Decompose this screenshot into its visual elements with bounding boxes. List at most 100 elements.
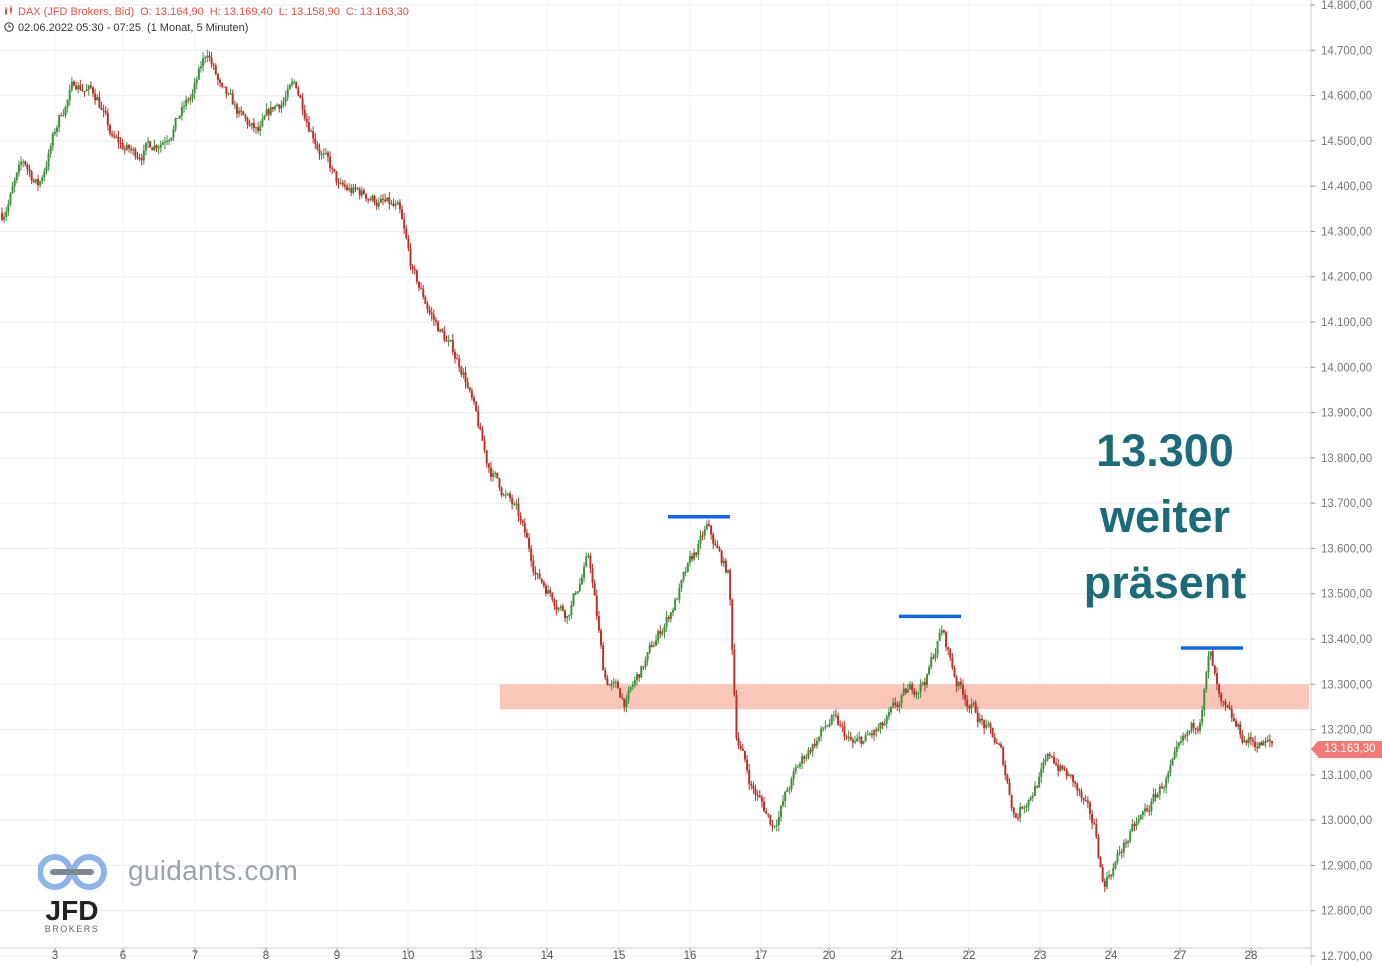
- candle-body: [1000, 744, 1003, 748]
- candle-body: [784, 791, 787, 802]
- candle-body: [682, 572, 685, 580]
- annotation-line-3: präsent: [1083, 557, 1247, 608]
- candle-body: [301, 98, 304, 110]
- candle-body: [1230, 709, 1233, 719]
- candle-body: [1124, 842, 1127, 844]
- candle-body: [940, 630, 943, 633]
- candle-body: [945, 632, 948, 648]
- candle-body: [904, 688, 907, 693]
- candle-body: [432, 314, 435, 320]
- candle-body: [1112, 868, 1115, 876]
- candle-body: [1108, 875, 1111, 878]
- candle-body: [43, 171, 46, 178]
- candle-body: [98, 97, 101, 108]
- candle-body: [1099, 857, 1102, 868]
- candle-body: [650, 644, 653, 647]
- candle-body: [316, 144, 319, 149]
- candle-body: [568, 615, 571, 617]
- candle-body: [475, 401, 478, 412]
- candle-body: [564, 610, 567, 619]
- candle-body: [1095, 824, 1098, 837]
- candle-body: [502, 494, 505, 496]
- candle-body: [468, 387, 471, 391]
- candle-body: [792, 771, 795, 780]
- candle-body: [1241, 734, 1244, 743]
- candle-body: [106, 112, 109, 126]
- candle-body: [743, 750, 746, 760]
- candle-body: [737, 738, 740, 746]
- candle-body: [125, 145, 128, 150]
- candle-body: [202, 58, 205, 67]
- candle-body: [608, 684, 611, 686]
- candle-body: [1171, 758, 1174, 766]
- candle-body: [1266, 739, 1269, 742]
- instrument-label[interactable]: DAX (JFD Brokers, Bid): [18, 6, 135, 18]
- candle-body: [267, 109, 270, 115]
- candle-body: [754, 788, 757, 796]
- candle-body: [693, 552, 696, 560]
- candle-body: [187, 99, 190, 101]
- candle-body: [710, 525, 713, 535]
- candle-body: [739, 745, 742, 749]
- candle-body: [691, 556, 694, 560]
- candle-body: [288, 84, 291, 90]
- candle-body: [686, 562, 689, 572]
- candle-body: [1038, 776, 1041, 788]
- candle-body: [1207, 656, 1210, 673]
- candle-body: [1002, 747, 1005, 765]
- candle-body: [1158, 786, 1161, 795]
- candle-body: [741, 748, 744, 751]
- peak-markers: [668, 514, 1243, 650]
- x-tick-label: 23: [1034, 950, 1047, 962]
- candle-body: [102, 109, 105, 112]
- candle-body: [153, 145, 156, 151]
- candle-body: [885, 716, 888, 724]
- candle-body: [832, 714, 835, 716]
- candle-body: [1097, 836, 1100, 858]
- candle-body: [138, 158, 141, 160]
- y-tick-label: 12.900,00: [1321, 860, 1372, 872]
- candle-body: [868, 733, 871, 735]
- candle-body: [108, 125, 111, 134]
- candle-body: [111, 133, 114, 136]
- candle-body: [953, 668, 956, 677]
- candle-body: [896, 705, 899, 707]
- candle-body: [1165, 778, 1168, 788]
- candle-body: [1133, 824, 1136, 826]
- candle-body: [873, 730, 876, 736]
- candle-body: [551, 592, 554, 600]
- candle-body: [473, 397, 476, 402]
- candle-body: [642, 666, 645, 668]
- candle-body: [1008, 782, 1011, 795]
- candle-body: [830, 715, 833, 724]
- y-tick-label: 14.100,00: [1321, 317, 1372, 329]
- candle-body: [589, 555, 592, 569]
- candle-body: [307, 122, 310, 132]
- candle-body: [1192, 723, 1195, 728]
- candle-body: [1019, 807, 1022, 818]
- candle-body: [610, 683, 613, 686]
- candle-body: [411, 266, 414, 270]
- x-tick-label: 28: [1245, 950, 1258, 962]
- candle-body: [172, 129, 175, 138]
- candle-body: [17, 164, 20, 173]
- candle-body: [513, 503, 516, 505]
- candle-body: [1188, 730, 1191, 733]
- candle-body: [487, 463, 490, 468]
- candle-body: [786, 789, 789, 792]
- y-tick-label: 14.400,00: [1321, 181, 1372, 193]
- candle-body: [993, 737, 996, 743]
- candle-body: [790, 779, 793, 789]
- y-tick-label: 12.800,00: [1321, 906, 1372, 918]
- candle-body: [1129, 831, 1132, 842]
- candle-body: [951, 658, 954, 669]
- candle-body: [1179, 741, 1182, 743]
- candle-body: [394, 204, 397, 207]
- candle-body: [216, 74, 219, 80]
- candle-body: [119, 142, 122, 144]
- candle-body: [989, 723, 992, 728]
- candle-body: [424, 296, 427, 304]
- candle-body: [578, 584, 581, 592]
- interval-label[interactable]: (1 Monat, 5 Minuten): [146, 22, 249, 34]
